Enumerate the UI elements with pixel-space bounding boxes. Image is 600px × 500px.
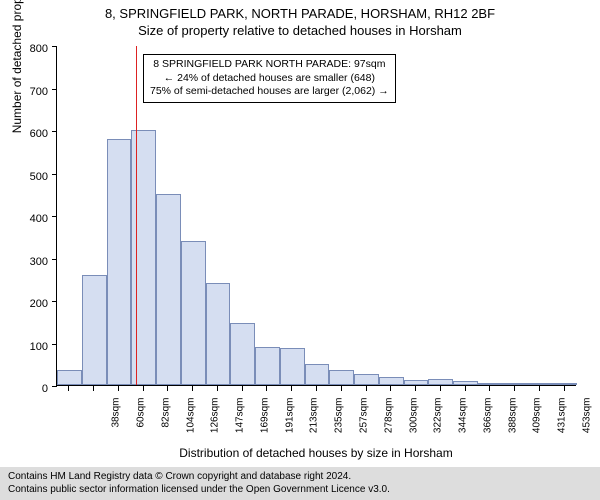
- xtick-mark: [489, 386, 490, 391]
- xtick-mark: [192, 386, 193, 391]
- xtick-label: 169sqm: [259, 398, 270, 448]
- xtick-mark: [366, 386, 367, 391]
- footer-line2: Contains public sector information licen…: [8, 484, 592, 497]
- xtick-label: 453sqm: [581, 398, 592, 448]
- ytick-mark: [52, 174, 57, 175]
- xtick-label: 278sqm: [383, 398, 394, 448]
- xtick-mark: [390, 386, 391, 391]
- ytick-label: 300: [18, 256, 48, 262]
- bar: [552, 383, 577, 385]
- annotation-line2: ← 24% of detached houses are smaller (64…: [150, 72, 389, 86]
- xtick-mark: [93, 386, 94, 391]
- ytick-mark: [52, 89, 57, 90]
- title-address: 8, SPRINGFIELD PARK, NORTH PARADE, HORSH…: [0, 0, 600, 21]
- annotation-line3: 75% of semi-detached houses are larger (…: [150, 85, 389, 99]
- xtick-label: 322sqm: [433, 398, 444, 448]
- xtick-mark: [266, 386, 267, 391]
- annotation-line1: 8 SPRINGFIELD PARK NORTH PARADE: 97sqm: [150, 58, 389, 72]
- xtick-label: 366sqm: [482, 398, 493, 448]
- bar: [305, 364, 330, 385]
- plot-region: 8 SPRINGFIELD PARK NORTH PARADE: 97sqm ←…: [56, 46, 576, 386]
- bar: [404, 380, 429, 385]
- bar: [503, 383, 528, 385]
- xtick-label: 431sqm: [557, 398, 568, 448]
- ytick-label: 800: [18, 43, 48, 49]
- bar: [57, 370, 82, 385]
- xtick-mark: [341, 386, 342, 391]
- ytick-label: 200: [18, 298, 48, 304]
- ytick-label: 400: [18, 213, 48, 219]
- ytick-mark: [52, 259, 57, 260]
- xtick-label: 388sqm: [507, 398, 518, 448]
- xtick-label: 191sqm: [284, 398, 295, 448]
- xtick-label: 344sqm: [458, 398, 469, 448]
- bar: [329, 370, 354, 385]
- bar: [107, 139, 132, 386]
- footer-licence: Contains HM Land Registry data © Crown c…: [0, 467, 600, 500]
- xtick-mark: [440, 386, 441, 391]
- xtick-mark: [514, 386, 515, 391]
- bar: [478, 383, 503, 385]
- xtick-label: 38sqm: [111, 398, 122, 448]
- bar: [230, 323, 255, 385]
- ytick-label: 0: [18, 383, 48, 389]
- xtick-label: 104sqm: [185, 398, 196, 448]
- bar: [206, 283, 231, 385]
- xtick-label: 257sqm: [359, 398, 370, 448]
- xtick-mark: [217, 386, 218, 391]
- ytick-mark: [52, 216, 57, 217]
- xtick-mark: [167, 386, 168, 391]
- footer-line1: Contains HM Land Registry data © Crown c…: [8, 471, 592, 484]
- bar: [354, 374, 379, 385]
- y-axis-label: Number of detached properties: [10, 0, 24, 133]
- bar: [82, 275, 107, 386]
- xtick-mark: [68, 386, 69, 391]
- xtick-label: 409sqm: [532, 398, 543, 448]
- bar: [280, 348, 305, 385]
- xtick-label: 147sqm: [235, 398, 246, 448]
- xtick-mark: [539, 386, 540, 391]
- bar: [255, 347, 280, 385]
- bar: [527, 383, 552, 385]
- xtick-label: 300sqm: [408, 398, 419, 448]
- xtick-mark: [242, 386, 243, 391]
- xtick-label: 82sqm: [160, 398, 171, 448]
- ytick-mark: [52, 46, 57, 47]
- bar: [453, 381, 478, 385]
- bar: [181, 241, 206, 386]
- xtick-mark: [118, 386, 119, 391]
- annotation-box: 8 SPRINGFIELD PARK NORTH PARADE: 97sqm ←…: [143, 54, 396, 103]
- ytick-label: 100: [18, 341, 48, 347]
- ytick-mark: [52, 131, 57, 132]
- bar: [379, 377, 404, 386]
- xtick-label: 126sqm: [210, 398, 221, 448]
- bar: [156, 194, 181, 385]
- xtick-mark: [465, 386, 466, 391]
- xtick-label: 235sqm: [334, 398, 345, 448]
- xtick-label: 60sqm: [136, 398, 147, 448]
- ytick-mark: [52, 344, 57, 345]
- bar: [428, 379, 453, 385]
- ytick-mark: [52, 301, 57, 302]
- xtick-label: 213sqm: [309, 398, 320, 448]
- xtick-mark: [415, 386, 416, 391]
- reference-line: [136, 46, 137, 385]
- xtick-mark: [316, 386, 317, 391]
- ytick-label: 700: [18, 86, 48, 92]
- chart-area: Number of detached properties 8 SPRINGFI…: [56, 46, 576, 412]
- title-subtitle: Size of property relative to detached ho…: [0, 21, 600, 38]
- xtick-mark: [143, 386, 144, 391]
- ytick-mark: [52, 386, 57, 387]
- xtick-mark: [291, 386, 292, 391]
- x-axis-label: Distribution of detached houses by size …: [56, 446, 576, 460]
- ytick-label: 500: [18, 171, 48, 177]
- xtick-mark: [564, 386, 565, 391]
- ytick-label: 600: [18, 128, 48, 134]
